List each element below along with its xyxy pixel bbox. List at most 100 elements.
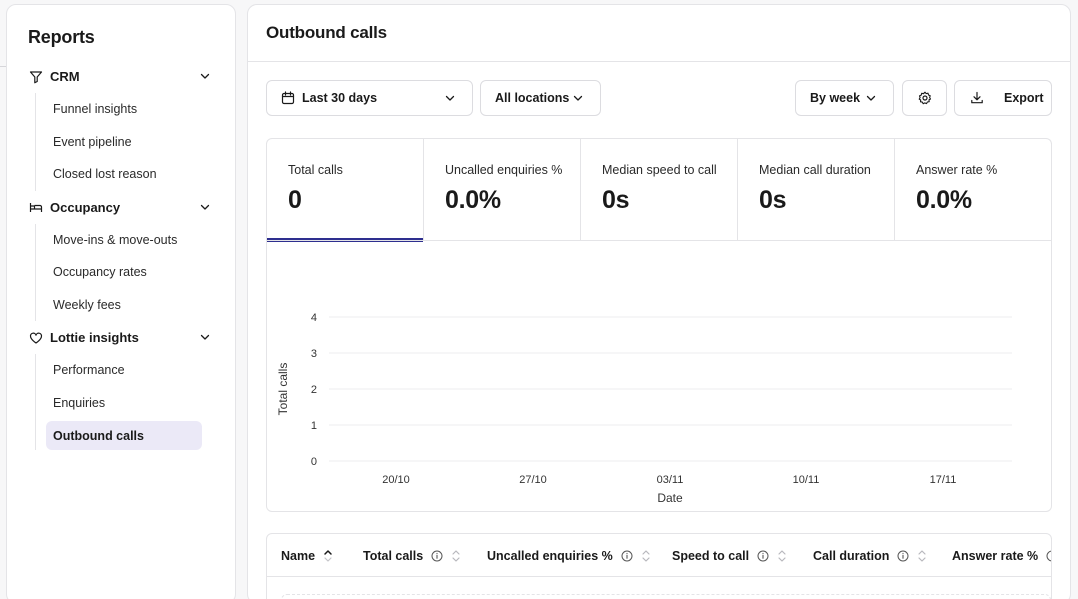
kpi-label: Total calls xyxy=(288,163,343,177)
column-header-call-duration[interactable]: Call duration xyxy=(813,534,927,576)
column-header-answer-rate[interactable]: Answer rate % xyxy=(952,534,1051,576)
kpi-value: 0.0% xyxy=(916,186,972,214)
kpi-label: Answer rate % xyxy=(916,163,998,177)
sidebar-group-crm: Funnel insights Event pipeline Closed lo… xyxy=(35,93,235,191)
export-label: Export xyxy=(1004,91,1044,105)
kpi-value: 0.0% xyxy=(445,186,501,214)
x-tick-label: 03/11 xyxy=(657,474,684,486)
info-icon[interactable] xyxy=(431,550,443,562)
kpi-label: Median call duration xyxy=(759,163,871,177)
export-button[interactable]: Export xyxy=(954,80,1052,116)
kpi-value: 0s xyxy=(759,186,787,214)
gear-icon xyxy=(918,91,931,105)
sidebar-section-label: Lottie insights xyxy=(50,330,139,345)
locations-label: All locations xyxy=(495,91,570,105)
chevron-down-icon xyxy=(866,95,876,101)
kpi-median-call-duration[interactable]: Median call duration 0s xyxy=(738,139,895,241)
granularity-label: By week xyxy=(810,91,861,105)
sidebar: Reports CRM Funnel insights Event pipeli… xyxy=(6,4,236,599)
kpi-median-speed-to-call[interactable]: Median speed to call 0s xyxy=(581,139,738,241)
kpi-value: 0s xyxy=(602,186,630,214)
page-title: Outbound calls xyxy=(266,23,387,42)
y-tick-label: 1 xyxy=(311,420,317,432)
x-tick-label: 20/10 xyxy=(382,474,410,486)
kpi-row: Total calls 0 Uncalled enquiries % 0.0% … xyxy=(266,138,1052,242)
x-tick-label: 27/10 xyxy=(519,474,547,486)
column-label: Call duration xyxy=(813,549,890,563)
y-tick-label: 0 xyxy=(311,456,317,468)
kpi-total-calls[interactable]: Total calls 0 xyxy=(267,139,424,242)
locations-select[interactable]: All locations xyxy=(480,80,601,116)
info-icon[interactable] xyxy=(621,550,633,562)
column-header-speed-to-call[interactable]: Speed to call xyxy=(672,534,787,576)
date-range-label: Last 30 days xyxy=(302,91,378,105)
sort-ascending-icon xyxy=(323,549,333,563)
sidebar-section-label: CRM xyxy=(50,69,80,84)
main-panel: Outbound calls Last 30 days All location… xyxy=(247,4,1071,599)
info-icon[interactable] xyxy=(757,550,769,562)
heart-icon xyxy=(29,331,43,345)
sidebar-section-label: Occupancy xyxy=(50,199,121,215)
sort-icon xyxy=(451,549,461,563)
y-axis-label: Total calls xyxy=(276,363,290,416)
filter-icon xyxy=(29,70,43,84)
chart-container: 0 1 2 3 4 20/10 27/10 03/11 10/11 17/11 Date Total … xyxy=(266,240,1052,512)
y-tick-label: 3 xyxy=(311,348,317,360)
sidebar-group-lottie-insights: Performance Enquiries Outbound calls xyxy=(35,354,235,450)
info-icon[interactable] xyxy=(897,550,909,562)
sidebar-item-closed-lost-reason[interactable]: Closed lost reason xyxy=(53,167,157,182)
column-label: Total calls xyxy=(363,549,424,563)
sidebar-item-funnel-insights[interactable]: Funnel insights xyxy=(53,102,138,117)
calendar-icon xyxy=(281,91,295,105)
sort-icon xyxy=(917,549,927,563)
page-header: Outbound calls xyxy=(248,5,1070,62)
sidebar-section-crm[interactable]: CRM xyxy=(7,60,235,93)
column-label: Speed to call xyxy=(672,549,750,563)
x-tick-label: 17/11 xyxy=(930,474,957,486)
sidebar-title: Reports xyxy=(28,27,95,47)
sort-icon xyxy=(777,549,787,563)
date-range-select[interactable]: Last 30 days xyxy=(266,80,473,116)
table-header: Name Total calls Uncalled enquiries % Sp… xyxy=(266,533,1052,577)
x-axis-label: Date xyxy=(657,491,683,505)
info-icon[interactable] xyxy=(1046,550,1051,562)
sidebar-item-weekly-fees[interactable]: Weekly fees xyxy=(53,297,121,312)
y-tick-label: 4 xyxy=(311,312,317,324)
granularity-select[interactable]: By week xyxy=(795,80,894,116)
sidebar-section-lottie-insights[interactable]: Lottie insights xyxy=(7,321,235,354)
divider xyxy=(0,66,6,67)
sidebar-item-occupancy-rates[interactable]: Occupancy rates xyxy=(53,265,147,280)
chevron-down-icon xyxy=(200,73,210,79)
kpi-label: Median speed to call xyxy=(602,163,717,177)
line-chart: 0 1 2 3 4 20/10 27/10 03/11 10/11 17/11 Date Total … xyxy=(276,312,1012,505)
column-label: Uncalled enquiries % xyxy=(487,549,613,563)
table-body xyxy=(266,576,1052,599)
sort-icon xyxy=(641,549,651,563)
sidebar-item-performance[interactable]: Performance xyxy=(53,363,125,378)
sidebar-item-move-ins-move-outs[interactable]: Move-ins & move-outs xyxy=(53,232,178,247)
sidebar-group-occupancy: Move-ins & move-outs Occupancy rates Wee… xyxy=(35,223,235,321)
kpi-value: 0 xyxy=(288,186,302,214)
settings-button[interactable] xyxy=(902,80,947,116)
chevron-down-icon xyxy=(445,95,455,101)
table-row-placeholder xyxy=(281,594,1051,599)
chevron-down-icon xyxy=(200,334,210,340)
download-icon xyxy=(971,91,983,104)
chevron-down-icon xyxy=(573,95,583,101)
kpi-label: Uncalled enquiries % xyxy=(445,163,563,177)
bed-icon xyxy=(29,200,43,214)
sidebar-item-event-pipeline[interactable]: Event pipeline xyxy=(53,134,132,149)
column-header-uncalled-enquiries[interactable]: Uncalled enquiries % xyxy=(487,534,651,576)
column-label: Answer rate % xyxy=(952,549,1039,563)
column-header-total-calls[interactable]: Total calls xyxy=(363,534,461,576)
sidebar-section-occupancy[interactable]: Occupancy xyxy=(7,191,235,224)
sidebar-item-enquiries[interactable]: Enquiries xyxy=(53,395,106,410)
sidebar-item-outbound-calls[interactable]: Outbound calls xyxy=(46,421,202,450)
kpi-uncalled-enquiries[interactable]: Uncalled enquiries % 0.0% xyxy=(424,139,581,241)
column-label: Name xyxy=(281,549,316,563)
x-tick-label: 10/11 xyxy=(793,474,820,486)
y-tick-label: 2 xyxy=(311,384,317,396)
column-header-name[interactable]: Name xyxy=(281,534,333,576)
kpi-answer-rate[interactable]: Answer rate % 0.0% xyxy=(895,139,1051,241)
